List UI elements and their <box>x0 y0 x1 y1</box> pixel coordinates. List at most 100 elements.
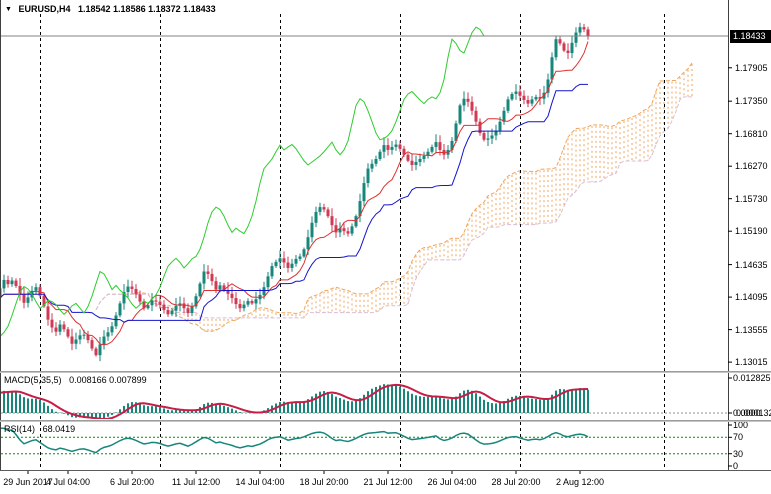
panel-divider-rsi[interactable] <box>0 420 771 422</box>
macd-histogram-bar <box>323 391 325 413</box>
price-axis-label: 1.14635 <box>735 259 768 270</box>
macd-histogram-bar <box>407 391 409 413</box>
macd-histogram-bar <box>563 389 565 413</box>
ohlc-readout: 1.18542 1.18586 1.18372 1.18433 <box>78 4 216 14</box>
macd-histogram-bar <box>495 403 497 413</box>
candle-body <box>46 306 50 320</box>
macd-histogram-bar <box>503 400 505 413</box>
candle-body <box>550 57 554 80</box>
time-axis-label: 14 Jul 04:00 <box>235 477 285 487</box>
macd-histogram-bar <box>175 410 177 413</box>
candle-body <box>158 301 162 305</box>
macd-histogram-bar <box>395 385 397 413</box>
time-axis[interactable] <box>0 471 771 494</box>
price-axis-label: 1.15730 <box>735 193 768 204</box>
price-axis-label: 1.17350 <box>735 96 768 107</box>
tenkan-sen-line <box>0 41 589 346</box>
candle-body <box>82 334 86 336</box>
symbol-dropdown-icon[interactable]: ▼ <box>5 6 12 13</box>
candle-body <box>66 329 70 337</box>
candle-body <box>182 303 186 309</box>
macd-histogram-bar <box>471 390 473 413</box>
candle-body <box>462 98 466 106</box>
candle-body <box>334 225 338 233</box>
macd-histogram-bar <box>567 390 569 413</box>
macd-histogram-bar <box>551 394 553 413</box>
candle-body <box>386 145 390 150</box>
macd-histogram-bar <box>519 395 521 413</box>
macd-histogram-bar <box>167 409 169 413</box>
candle-body <box>230 293 234 299</box>
macd-histogram-bar <box>215 404 217 413</box>
candle-body <box>94 348 98 356</box>
candle-body <box>2 279 6 289</box>
candle-body <box>490 135 494 139</box>
candle-body <box>470 101 474 111</box>
rsi-line <box>1 427 589 454</box>
macd-histogram-bar <box>303 401 305 413</box>
candle-body <box>546 79 550 93</box>
macd-histogram-bar <box>67 413 69 416</box>
candle-body <box>526 99 530 104</box>
candle-body <box>194 296 198 307</box>
macd-histogram-bar <box>119 409 121 413</box>
candle-body <box>538 96 542 99</box>
time-axis-label: 11 Jul 12:00 <box>171 477 221 487</box>
candle-body <box>86 334 90 341</box>
macd-histogram-bar <box>415 395 417 413</box>
candle-body <box>114 315 118 327</box>
candle-body <box>578 27 582 33</box>
macd-histogram-bar <box>279 401 281 413</box>
macd-histogram-bar <box>523 396 525 413</box>
candle-body <box>406 154 410 161</box>
candle-body <box>186 308 190 314</box>
macd-histogram-bar <box>479 396 481 413</box>
candle-body <box>342 228 346 232</box>
candle-body <box>10 280 14 285</box>
macd-histogram-bar <box>583 388 585 413</box>
ichimoku-lines <box>0 26 589 346</box>
candle-body <box>290 263 294 268</box>
macd-histogram-bar <box>315 393 317 413</box>
candle-body <box>42 295 46 307</box>
macd-histogram-bar <box>183 410 185 413</box>
rsi-value: 68.0419 <box>42 424 76 434</box>
macd-histogram-bar <box>319 391 321 413</box>
chart-title: ▼ EURUSD,H4 1.18542 1.18586 1.18372 1.18… <box>5 4 216 14</box>
macd-histogram-bar <box>383 384 385 413</box>
macd-histogram-bar <box>487 401 489 413</box>
candle-body <box>226 290 230 294</box>
candle-body <box>190 306 194 314</box>
rsi-axis-label: 30 <box>733 448 744 459</box>
macd-histogram-bar <box>355 400 357 413</box>
macd-histogram-bar <box>223 405 225 413</box>
candle-body <box>70 336 74 344</box>
candle-body <box>506 99 510 111</box>
macd-histogram-bar <box>51 409 53 413</box>
candle-body <box>102 336 106 345</box>
macd-histogram-bar <box>411 393 413 413</box>
candle-body <box>498 121 502 131</box>
candle-body <box>510 93 514 100</box>
time-axis-border <box>0 470 771 471</box>
candle-body <box>318 207 322 212</box>
macd-histogram-bar <box>587 389 589 413</box>
candle-body <box>530 99 534 104</box>
macd-histogram-bar <box>23 397 25 413</box>
candle-body <box>534 96 538 100</box>
macd-histogram-bar <box>11 391 13 413</box>
macd-histogram-bar <box>467 389 469 413</box>
candlesticks <box>0 22 590 362</box>
macd-histogram-bar <box>507 398 509 413</box>
macd-histogram-bar <box>7 391 9 413</box>
macd-histogram-bar <box>87 413 89 418</box>
candle-body <box>250 301 254 304</box>
candle-body <box>234 298 238 305</box>
macd-histogram-bar <box>427 396 429 413</box>
price-axis[interactable] <box>728 0 771 470</box>
macd-histogram-bar <box>115 412 117 413</box>
panel-divider-macd[interactable] <box>0 371 771 373</box>
candle-body <box>166 310 170 315</box>
macd-histogram-bar <box>435 396 437 413</box>
